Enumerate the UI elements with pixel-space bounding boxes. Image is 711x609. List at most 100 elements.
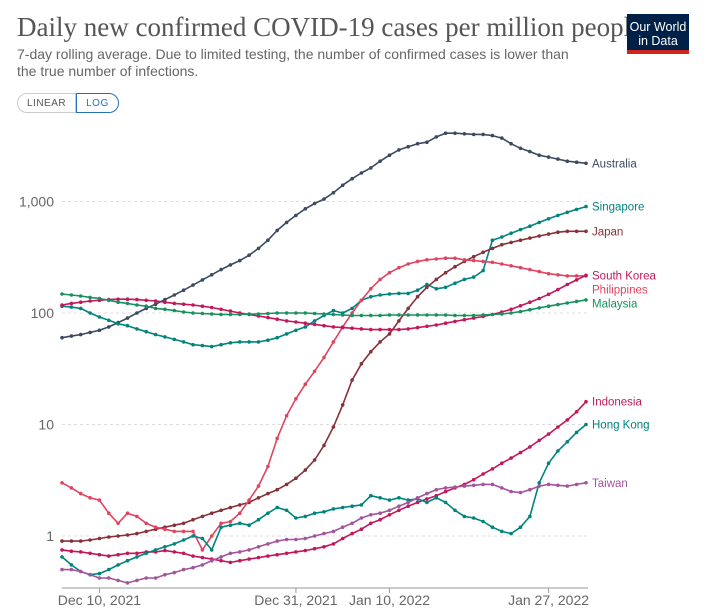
data-point-indonesia <box>481 472 485 476</box>
data-point-taiwan <box>284 537 289 542</box>
data-point-hong-kong <box>312 511 317 515</box>
data-point-hong-kong <box>584 422 588 427</box>
data-point-philippines <box>88 496 92 500</box>
chart-title: Daily new confirmed COVID-19 cases per m… <box>17 12 644 42</box>
data-point-malaysia <box>574 299 579 304</box>
data-point-taiwan <box>490 482 495 487</box>
data-point-australia <box>481 132 485 137</box>
data-point-philippines <box>125 511 130 515</box>
data-point-hong-kong <box>97 571 102 576</box>
data-point-philippines <box>425 258 429 262</box>
y-tick-label: 1 <box>46 528 54 544</box>
data-point-australia <box>425 140 429 144</box>
data-point-philippines <box>462 258 467 262</box>
data-point-australia <box>238 258 242 263</box>
data-point-south-korea <box>153 299 158 303</box>
data-point-taiwan <box>181 567 186 572</box>
data-point-singapore <box>247 340 251 344</box>
data-point-japan <box>135 531 139 536</box>
data-point-australia <box>69 334 74 338</box>
data-point-singapore <box>275 335 280 340</box>
data-point-philippines <box>481 259 485 264</box>
data-point-hong-kong <box>125 558 130 563</box>
data-point-australia <box>350 176 354 181</box>
data-point-australia <box>60 335 64 340</box>
data-point-taiwan <box>107 576 111 580</box>
data-point-singapore <box>191 342 195 347</box>
data-point-philippines <box>116 521 120 526</box>
legend-label-malaysia: Malaysia <box>592 298 638 310</box>
data-point-australia <box>359 171 364 175</box>
data-point-south-korea <box>228 309 233 313</box>
legend-label-singapore: Singapore <box>592 202 644 214</box>
data-point-hong-kong <box>135 555 139 559</box>
data-point-philippines <box>209 534 214 538</box>
data-point-malaysia <box>275 311 280 315</box>
data-point-taiwan <box>200 563 205 567</box>
data-point-australia <box>453 131 457 135</box>
data-point-malaysia <box>537 306 541 310</box>
data-point-taiwan <box>69 567 74 572</box>
data-point-philippines <box>191 529 195 534</box>
data-point-singapore <box>425 282 429 287</box>
data-point-hong-kong <box>303 514 308 519</box>
data-point-south-korea <box>219 307 223 312</box>
data-point-japan <box>275 487 280 492</box>
data-point-japan <box>209 511 214 515</box>
data-point-malaysia <box>135 303 139 307</box>
data-point-hong-kong <box>537 481 541 485</box>
data-point-singapore <box>116 322 120 326</box>
data-point-philippines <box>60 481 64 485</box>
data-point-south-korea <box>556 287 560 292</box>
data-point-philippines <box>509 264 513 268</box>
data-point-hong-kong <box>556 449 560 453</box>
data-point-singapore <box>528 224 532 228</box>
data-point-indonesia <box>500 461 504 466</box>
data-point-japan <box>228 505 233 510</box>
data-point-hong-kong <box>350 504 354 509</box>
data-point-hong-kong <box>153 548 158 552</box>
scale-toggle: LINEAR LOG <box>17 93 119 113</box>
data-point-indonesia <box>228 560 233 565</box>
data-point-singapore <box>135 327 139 331</box>
data-point-hong-kong <box>200 536 205 541</box>
linear-scale-button[interactable]: LINEAR <box>17 93 77 113</box>
data-point-philippines <box>144 521 148 526</box>
data-point-taiwan <box>378 511 382 515</box>
data-point-indonesia <box>312 546 317 551</box>
data-point-singapore <box>462 277 467 282</box>
data-point-hong-kong <box>434 496 439 500</box>
data-point-australia <box>406 144 411 149</box>
data-point-indonesia <box>359 527 364 531</box>
data-point-malaysia <box>228 312 233 317</box>
data-point-japan <box>125 533 130 537</box>
data-point-taiwan <box>275 539 280 543</box>
data-point-singapore <box>556 213 560 218</box>
data-point-indonesia <box>537 438 541 443</box>
data-point-australia <box>471 132 476 137</box>
data-point-malaysia <box>331 312 336 317</box>
data-point-indonesia <box>284 551 289 556</box>
data-point-malaysia <box>163 307 167 312</box>
data-point-malaysia <box>528 307 532 312</box>
data-point-indonesia <box>78 550 83 554</box>
data-point-taiwan <box>303 536 308 541</box>
data-point-australia <box>443 131 448 135</box>
data-point-south-korea <box>275 317 280 322</box>
data-point-south-korea <box>172 301 177 306</box>
data-point-indonesia <box>322 545 326 549</box>
data-point-indonesia <box>369 521 373 526</box>
log-scale-button[interactable]: LOG <box>76 93 119 113</box>
data-point-japan <box>565 229 570 234</box>
data-point-south-korea <box>406 327 411 331</box>
data-point-hong-kong <box>247 523 251 527</box>
data-point-malaysia <box>60 292 64 296</box>
owid-logo[interactable]: Our World in Data <box>627 14 689 54</box>
data-point-south-korea <box>471 316 476 320</box>
legend-label-south-korea: South Korea <box>592 270 657 282</box>
data-point-singapore <box>434 287 439 291</box>
data-point-australia <box>153 302 158 307</box>
data-point-australia <box>78 332 83 337</box>
data-point-australia <box>275 228 280 233</box>
data-point-philippines <box>238 511 242 515</box>
